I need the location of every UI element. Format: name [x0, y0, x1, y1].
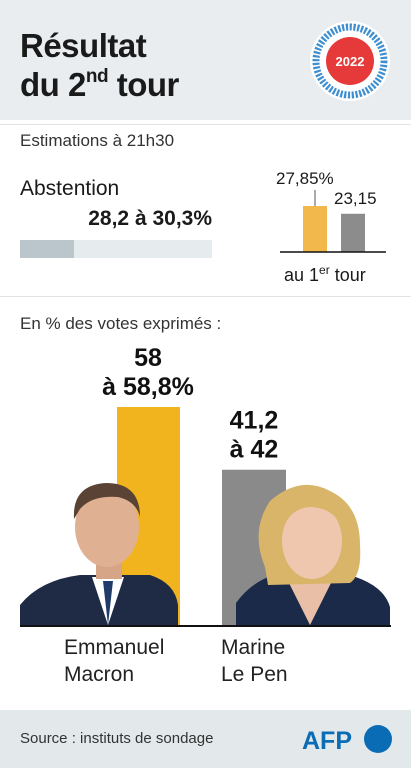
afp-logo: AFP [302, 725, 392, 755]
afp-logo-dot-icon [364, 725, 392, 753]
afp-logo-text: AFP [302, 727, 352, 755]
estimation-time: Estimations à 21h30 [20, 131, 175, 150]
title-line-2: du 2nd tour [20, 66, 179, 103]
badge-year: 2022 [336, 54, 365, 69]
abstention-bar [20, 240, 212, 258]
candidate-name-le-pen: Marine Le Pen [221, 636, 288, 686]
second-round-value-label: à 42 [230, 436, 279, 464]
first-round-bar-0 [303, 206, 327, 252]
title-superscript: nd [85, 66, 109, 87]
title-line-2-text: du 2 [20, 66, 86, 103]
chart-baseline [20, 625, 391, 627]
footer: Source : instituts de sondage AFP [0, 710, 411, 768]
le-pen-portrait [236, 484, 390, 625]
source-note: Source : instituts de sondage [20, 730, 214, 747]
candidate-name-macron: Emmanuel Macron [64, 636, 165, 686]
abstention-value: 28,2 à 30,3% [88, 207, 212, 230]
first-round-bar-1 [341, 213, 365, 252]
second-round-value-label: 41,2 [230, 407, 279, 435]
title-line-2-suffix: tour [108, 66, 180, 103]
first-round-chart: 27,85%23,15 au 1er tour [276, 169, 386, 285]
second-round-value-label: 58 [134, 344, 162, 372]
page-title: Résultat du 2nd tour [20, 26, 179, 104]
second-round-value-label: à 58,8% [102, 373, 194, 401]
abstention-label: Abstention [20, 177, 120, 200]
first-round-value-label: 23,15 [334, 189, 377, 208]
divider [0, 296, 411, 297]
chart-caption: En % des votes exprimés : [20, 314, 222, 333]
second-round-chart: 58à 58,8% 41,2à 42 [20, 344, 390, 625]
first-round-value-label: 27,85% [276, 169, 334, 188]
divider [0, 124, 411, 125]
abstention-bar-fill [20, 240, 75, 258]
title-line-1: Résultat [20, 27, 147, 64]
macron-portrait [20, 483, 178, 625]
header: Résultat du 2nd tour 2022 [0, 0, 411, 120]
election-year-badge: 2022 [310, 21, 390, 101]
first-round-axis-label: au 1er tour [284, 263, 366, 285]
